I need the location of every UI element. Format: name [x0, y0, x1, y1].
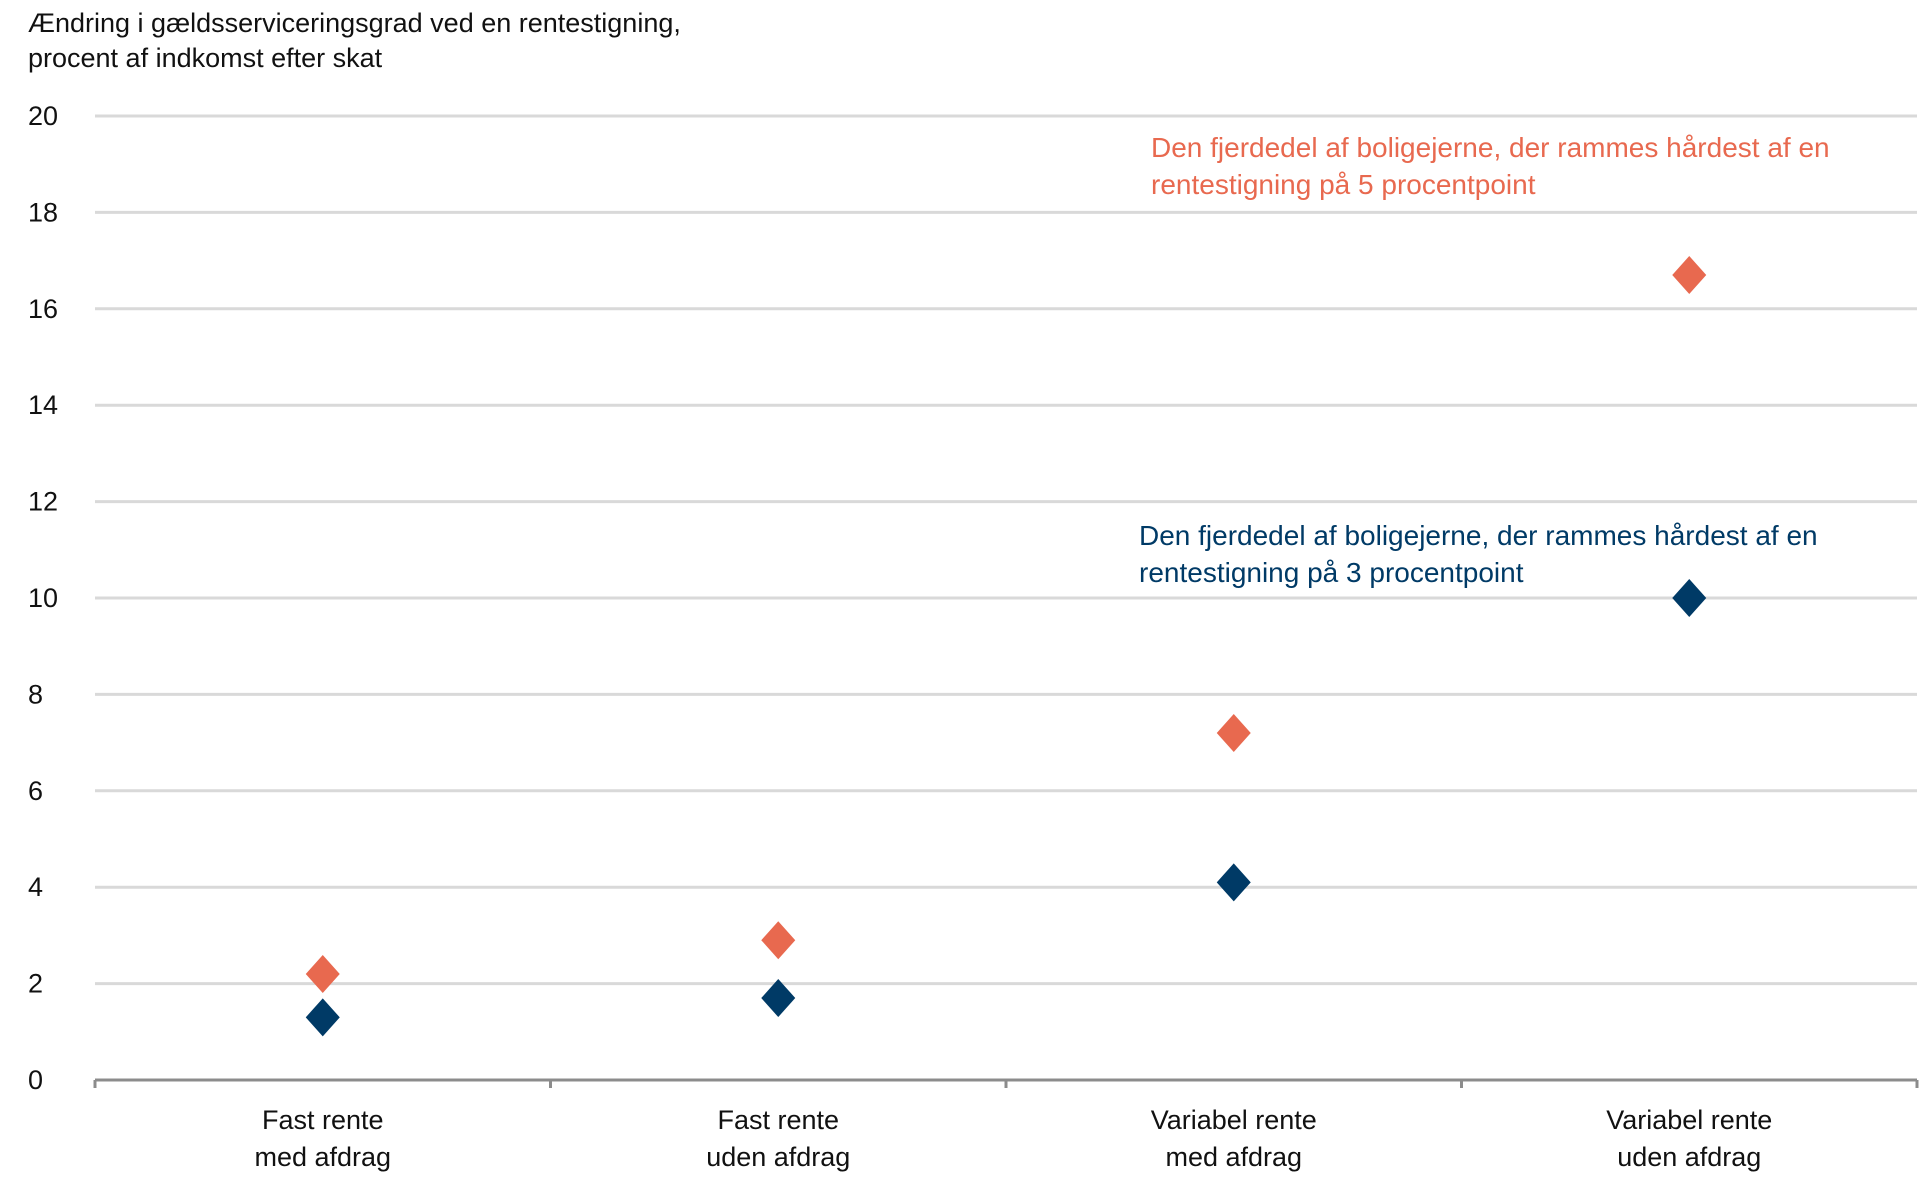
- annotation-5pp-line-2: rentestigning på 5 procentpoint: [1151, 169, 1536, 200]
- y-tick-label: 10: [28, 583, 58, 613]
- x-tick-label: Fast rente: [262, 1105, 384, 1135]
- data-point-series-2: [1672, 579, 1707, 617]
- annotation-5pp-line-1: Den fjerdedel af boligejerne, der rammes…: [1151, 132, 1830, 163]
- annotation-3pp-line-2: rentestigning på 3 procentpoint: [1139, 557, 1524, 588]
- x-tick-label: Fast rente: [717, 1105, 839, 1135]
- chart-title-line-1: Ændring i gældsserviceringsgrad ved en r…: [28, 8, 681, 38]
- data-point-series-2: [761, 979, 796, 1018]
- x-tick-label: Variabel rente: [1606, 1105, 1772, 1135]
- data-points: [305, 256, 1707, 1037]
- y-tick-label: 14: [28, 390, 58, 420]
- gridlines: [95, 114, 1917, 986]
- y-tick-label: 16: [28, 294, 58, 324]
- x-axis: [93, 1078, 1919, 1088]
- chart-title-line-2: procent af indkomst efter skat: [28, 43, 383, 73]
- y-tick-label: 0: [28, 1065, 43, 1095]
- data-point-series-2: [305, 998, 340, 1037]
- data-point-series-1: [761, 921, 796, 960]
- y-tick-label: 4: [28, 872, 43, 902]
- annotation-3pp: Den fjerdedel af boligejerne, der rammes…: [1139, 520, 1818, 588]
- x-tick-label: Variabel rente: [1151, 1105, 1317, 1135]
- y-tick-label: 6: [28, 776, 43, 806]
- x-tick-label: med afdrag: [1165, 1142, 1302, 1172]
- y-tick-label: 18: [28, 197, 58, 227]
- y-tick-label: 20: [28, 101, 58, 131]
- x-tick-label: uden afdrag: [706, 1142, 850, 1172]
- y-tick-label: 8: [28, 679, 43, 709]
- data-point-series-1: [1672, 256, 1707, 295]
- x-tick-label: uden afdrag: [1617, 1142, 1761, 1172]
- chart-title: Ændring i gældsserviceringsgrad ved en r…: [28, 8, 681, 73]
- y-tick-label: 2: [28, 969, 43, 999]
- x-tick-label: med afdrag: [254, 1142, 391, 1172]
- annotation-3pp-line-1: Den fjerdedel af boligejerne, der rammes…: [1139, 520, 1818, 551]
- y-tick-label: 12: [28, 487, 58, 517]
- x-axis-labels: Fast rente med afdrag Fast rente uden afdra…: [254, 1105, 1772, 1172]
- data-point-series-1: [305, 954, 340, 993]
- data-point-series-2: [1216, 863, 1251, 902]
- data-point-series-1: [1216, 713, 1251, 752]
- annotation-5pp: Den fjerdedel af boligejerne, der rammes…: [1151, 132, 1830, 200]
- y-axis-ticks: 0 2 4 6 8 10 12 14 16 18 20: [28, 101, 58, 1095]
